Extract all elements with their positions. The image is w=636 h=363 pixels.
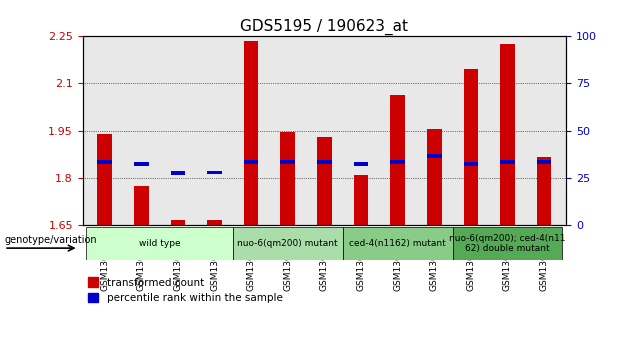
Text: genotype/variation: genotype/variation — [4, 235, 97, 245]
FancyBboxPatch shape — [86, 227, 233, 260]
Bar — [134, 186, 149, 225]
Bar — [354, 162, 368, 166]
Bar — [97, 160, 112, 164]
Text: wild type: wild type — [139, 239, 181, 248]
Bar — [207, 220, 222, 225]
Bar — [500, 160, 515, 164]
Bar — [317, 137, 332, 225]
FancyBboxPatch shape — [453, 227, 562, 260]
Bar — [391, 160, 405, 164]
Bar — [537, 158, 551, 225]
Bar — [354, 175, 368, 225]
Bar — [170, 171, 185, 175]
Bar — [280, 160, 295, 164]
Bar — [244, 41, 258, 225]
FancyBboxPatch shape — [233, 227, 343, 260]
Bar — [537, 160, 551, 164]
Text: nuo-6(qm200) mutant: nuo-6(qm200) mutant — [237, 239, 338, 248]
Bar — [427, 154, 441, 158]
Bar — [427, 129, 441, 225]
Bar — [244, 160, 258, 164]
Bar — [207, 171, 222, 174]
Bar — [134, 162, 149, 166]
Legend: transformed count, percentile rank within the sample: transformed count, percentile rank withi… — [88, 277, 282, 303]
Text: ced-4(n1162) mutant: ced-4(n1162) mutant — [349, 239, 446, 248]
Bar — [170, 220, 185, 225]
FancyBboxPatch shape — [343, 227, 453, 260]
Bar — [464, 69, 478, 225]
Bar — [280, 132, 295, 225]
Title: GDS5195 / 190623_at: GDS5195 / 190623_at — [240, 19, 408, 35]
Bar — [500, 44, 515, 225]
Bar — [317, 160, 332, 164]
Bar — [97, 134, 112, 225]
Bar — [464, 162, 478, 166]
Bar — [391, 94, 405, 225]
Text: nuo-6(qm200); ced-4(n11
62) double mutant: nuo-6(qm200); ced-4(n11 62) double mutan… — [449, 233, 565, 253]
